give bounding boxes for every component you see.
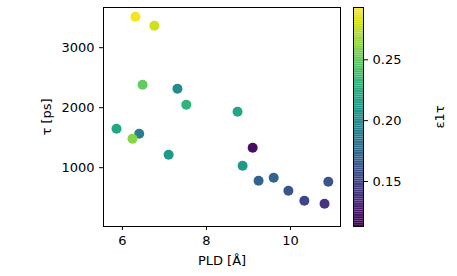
svg-text:0.25: 0.25 <box>373 52 402 67</box>
svg-text:PLD [Å]: PLD [Å] <box>198 253 246 268</box>
svg-text:2000: 2000 <box>61 100 94 115</box>
svg-text:8: 8 <box>202 233 210 248</box>
svg-text:1000: 1000 <box>61 160 94 175</box>
svg-text:0.15: 0.15 <box>373 174 402 189</box>
svg-text:3000: 3000 <box>61 40 94 55</box>
svg-text:ε1τ: ε1τ <box>432 105 447 128</box>
svg-text:0.20: 0.20 <box>373 113 402 128</box>
svg-text:6: 6 <box>118 233 126 248</box>
svg-text:τ [ps]: τ [ps] <box>39 98 54 135</box>
svg-text:10: 10 <box>282 233 299 248</box>
